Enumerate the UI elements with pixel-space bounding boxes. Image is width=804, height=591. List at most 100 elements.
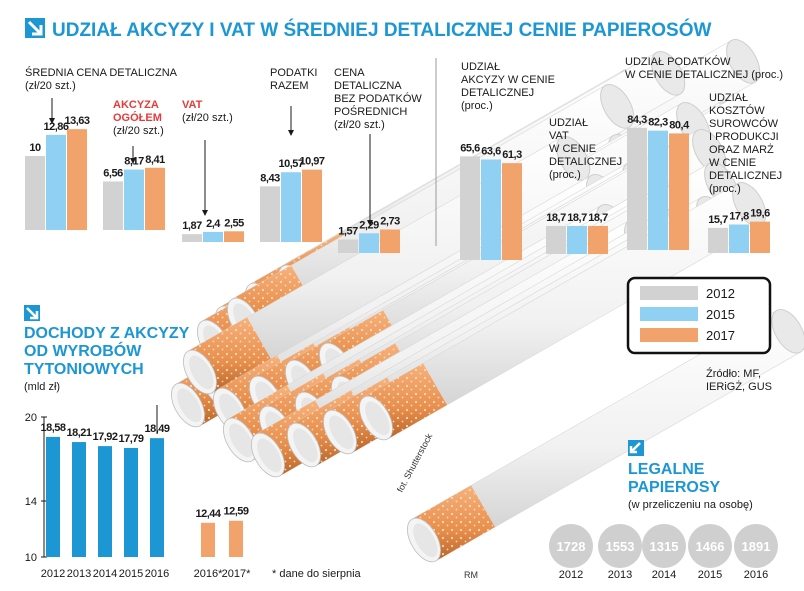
bar-value-label: 12,86 [43,121,68,133]
income-title-line-1: DOCHODY Z AKCYZY [24,325,190,342]
bar-2017 [750,221,770,253]
bar-value-label: 15,7 [708,214,728,226]
income-value-label: 12,59 [223,506,248,518]
bar-2017 [145,167,165,230]
legend-swatch-2012 [640,286,698,300]
bar-2012 [627,127,647,250]
bar-value-label: 8,17 [124,156,144,168]
excise-income-chart: DOCHODY Z AKCYZY OD WYROBÓW TYTONIOWYCH … [24,305,362,580]
legal-year-label: 2012 [559,569,583,581]
income-value-label: 12,44 [195,508,221,520]
cigarette [407,309,804,563]
bar-2015 [359,233,379,253]
income-title-line-3: TYTONIOWYCH [24,361,144,378]
legal-bubble-2012 [549,524,593,568]
chart-title-line: ŚREDNIA CENA DETALICZNA [25,66,178,79]
bar-value-label: 13,63 [64,115,89,127]
bar-value-label: 84,3 [627,114,647,126]
leader-arrow [130,146,136,164]
bar-value-label: 18,7 [588,212,608,224]
leader-arrow [367,134,373,226]
bar-2015 [567,225,587,254]
income-category-label: 2012 [41,568,65,580]
bar-value-label: 10,57 [278,158,303,170]
legal-cigarettes-chart: LEGALNE PAPIEROSY (w przeliczeniu na oso… [549,440,778,581]
bar-value-label: 2,29 [359,219,379,231]
legal-value-label: 1315 [650,539,679,554]
chart-title-line: OGÓŁEM [113,111,162,124]
bar-2017 [380,229,400,253]
bar-2012 [182,234,202,242]
legend-label-2015: 2015 [706,307,735,322]
chart-title-line: AKCYZY W CENIE [461,74,555,86]
arrow-down-left-icon [628,440,644,456]
chart-title-line: SUROWCÓW [709,117,779,130]
chart-title-line: KOSZTÓW [709,104,765,117]
bar-2017 [302,169,322,242]
legal-year-label: 2015 [698,569,722,581]
legal-title-line-1: LEGALNE [628,461,705,478]
bar-2015 [281,172,301,242]
legal-year-label: 2013 [608,569,632,581]
arrow-down-right-icon [25,18,45,38]
legal-bubble-2014 [642,524,686,568]
y-tick-label: 14 [25,496,37,508]
income-bar-2017* [229,520,243,557]
bar-value-label: 61,3 [502,149,522,161]
chart-title-line: (zł/20 szt.) [25,80,76,92]
bar-value-label: 10 [29,142,41,154]
legal-value-label: 1553 [606,539,635,554]
bar-2012 [260,186,280,242]
chart-title-line: DETALICZNEJ [549,156,622,168]
chart-title-line: UDZIAŁ [549,117,588,129]
chart-title-line: POŚREDNICH [334,105,407,118]
legal-year-label: 2014 [652,569,676,581]
chart-title-line: VAT [549,130,569,142]
page-title: UDZIAŁ AKCYZY I VAT W ŚREDNIEJ DETALICZN… [52,19,711,41]
chart-title-line: (proc.) [461,100,493,112]
income-value-label: 18,58 [40,422,65,434]
bar-2015 [648,130,668,250]
chart-title-line: (proc.) [709,183,741,195]
y-tick-label: 20 [25,412,37,424]
income-category-label: 2014 [93,568,117,580]
bar-value-label: 2,4 [206,218,221,230]
bar-value-label: 18,7 [567,212,587,224]
bar-2017 [669,133,689,250]
legal-year-label: 2016 [744,569,768,581]
legend-swatch-2017 [640,328,698,342]
bar-value-label: 80,4 [669,119,690,131]
bar-2015 [203,231,223,242]
bar-value-label: 2,55 [224,217,244,229]
header: UDZIAŁ AKCYZY I VAT W ŚREDNIEJ DETALICZN… [25,18,711,41]
legal-subtitle: (w przeliczeniu na osobę) [628,499,753,511]
bar-2017 [502,163,522,260]
income-value-label: 17,92 [92,431,117,443]
bar-2015 [481,159,501,260]
income-title-line-2: OD WYROBÓW [24,341,142,360]
bar-2017 [588,225,608,254]
price-structure-charts: ŚREDNIA CENA DETALICZNA(zł/20 szt.)1012,… [25,55,783,260]
y-tick-label: 10 [25,552,37,564]
leader-arrow [288,106,294,136]
chart-title-line: AKCYZA [113,99,159,111]
leader-arrow [202,140,208,216]
legend-swatch-2015 [640,307,698,321]
photo-credit: fot. Shutterstock [395,431,435,494]
bar-2012 [460,156,480,260]
income-category-label: 2016 [145,568,169,580]
source-line-2: IERiGŻ, GUS [706,380,772,393]
chart-title-line: ORAZ MARŻ [709,143,774,156]
income-category-label: 2016* [194,568,223,580]
bar-value-label: 10,97 [299,156,324,168]
bar-value-label: 6,56 [103,167,123,179]
legal-value-label: 1466 [696,539,725,554]
chart-title-line: (zł/20 szt.) [182,112,233,124]
chart-title-line: W CENIE [709,157,756,169]
